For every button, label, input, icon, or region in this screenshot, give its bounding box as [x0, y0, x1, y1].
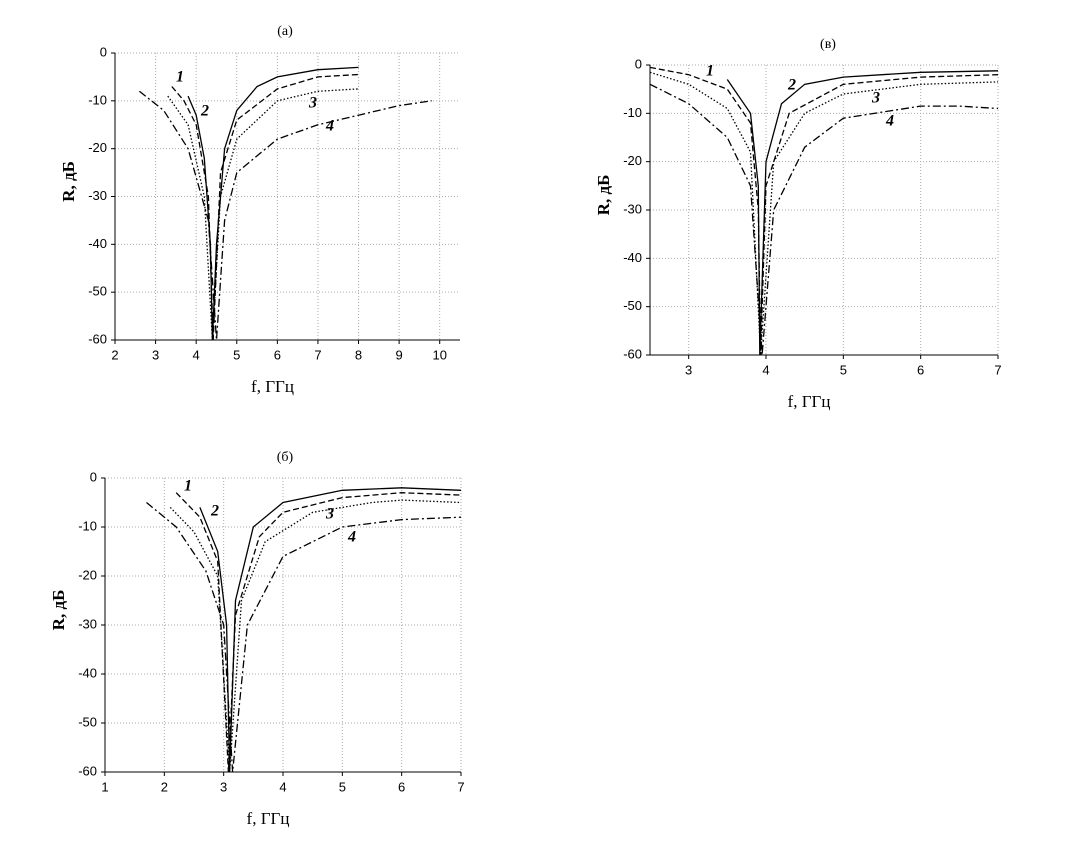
chart-title: (б)	[277, 450, 294, 465]
x-tick-label: 5	[233, 347, 240, 362]
curve-label: 2	[200, 103, 209, 120]
x-tick-label: 6	[274, 347, 281, 362]
y-tick-label: -50	[623, 298, 642, 313]
y-tick-label: -30	[88, 188, 107, 203]
curve	[649, 83, 999, 356]
y-tick-label: -60	[88, 331, 107, 346]
curve-label: 3	[308, 95, 317, 112]
y-axis-label: R, дБ	[594, 175, 613, 216]
curve-label: 1	[176, 69, 184, 86]
curve	[726, 70, 999, 356]
y-tick-label: 0	[90, 469, 97, 484]
curve-label: 2	[210, 503, 219, 520]
x-tick-label: 4	[279, 779, 286, 794]
x-tick-label: 4	[193, 347, 200, 362]
curve	[138, 90, 432, 341]
y-tick-label: -40	[88, 236, 107, 251]
x-tick-label: 2	[111, 347, 118, 362]
curve-label: 1	[706, 63, 714, 80]
chart-title: (в)	[820, 37, 836, 52]
x-tick-label: 9	[396, 347, 403, 362]
y-tick-label: -30	[623, 201, 642, 216]
curve	[175, 492, 462, 773]
x-tick-label: 5	[339, 779, 346, 794]
x-tick-label: 2	[161, 779, 168, 794]
x-axis-label: f, ГГц	[247, 809, 290, 828]
x-tick-label: 8	[355, 347, 362, 362]
y-axis-label: R, дБ	[49, 590, 68, 631]
y-tick-label: -60	[78, 763, 97, 778]
x-tick-label: 10	[432, 347, 446, 362]
y-tick-label: -20	[78, 567, 97, 582]
y-tick-label: -20	[88, 140, 107, 155]
x-tick-label: 6	[917, 362, 924, 377]
y-tick-label: -10	[623, 105, 642, 120]
curve	[167, 88, 359, 341]
y-tick-label: -40	[623, 250, 642, 265]
x-tick-label: 3	[220, 779, 227, 794]
x-tick-label: 3	[152, 347, 159, 362]
x-tick-label: 5	[840, 362, 847, 377]
y-tick-label: -50	[78, 714, 97, 729]
curve-label: 2	[787, 77, 796, 94]
curve-label: 1	[184, 478, 192, 495]
curve-label: 3	[871, 90, 880, 107]
x-tick-label: 3	[685, 362, 692, 377]
x-axis-label: f, ГГц	[788, 392, 831, 411]
curve-label: 4	[885, 113, 894, 130]
curve-label: 4	[347, 529, 356, 546]
x-tick-label: 6	[398, 779, 405, 794]
y-tick-label: -10	[78, 518, 97, 533]
y-tick-label: 0	[100, 44, 107, 59]
curve	[649, 66, 999, 356]
y-tick-label: 0	[635, 56, 642, 71]
y-tick-label: -60	[623, 346, 642, 361]
curve	[199, 487, 462, 773]
y-tick-label: -50	[88, 284, 107, 299]
x-tick-label: 7	[994, 362, 1001, 377]
curve	[649, 71, 999, 356]
curve-label: 3	[325, 506, 334, 523]
y-tick-label: -10	[88, 92, 107, 107]
curve	[146, 501, 462, 773]
x-tick-label: 7	[457, 779, 464, 794]
y-tick-label: -20	[623, 153, 642, 168]
curve-label: 4	[325, 118, 334, 135]
curve	[169, 499, 462, 773]
y-tick-label: -30	[78, 616, 97, 631]
x-tick-label: 4	[762, 362, 769, 377]
y-axis-label: R, дБ	[59, 161, 78, 202]
y-tick-label: -40	[78, 665, 97, 680]
x-tick-label: 7	[314, 347, 321, 362]
x-axis-label: f, ГГц	[251, 377, 294, 396]
chart-title: (а)	[277, 24, 293, 39]
x-tick-label: 1	[101, 779, 108, 794]
curve	[171, 73, 359, 341]
